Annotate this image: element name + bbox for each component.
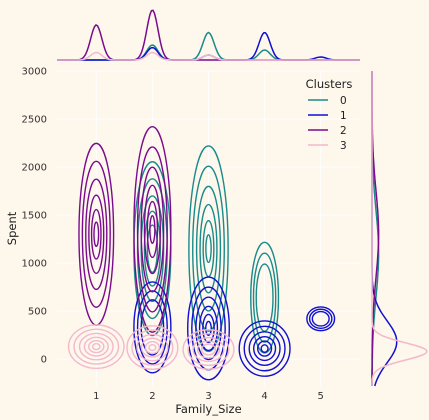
x-tick-label: 5 [318,391,324,402]
contour-cluster-0 [199,203,218,294]
contour-cluster-1 [187,276,230,381]
contour-cluster-1 [133,281,172,374]
contour-cluster-3 [196,340,221,359]
main-plot [57,70,360,386]
y-tick-label: 3000 [22,67,47,78]
contour-cluster-2 [90,208,102,260]
contour-cluster-2 [149,214,156,244]
marginal-x-cluster-2 [57,9,360,61]
contour-cluster-2 [136,146,168,313]
contour-cluster-1 [253,335,277,362]
x-axis-ticks: 1 2 3 4 5 [93,391,324,402]
legend-label-0: 0 [340,95,347,107]
contour-cluster-2 [143,184,162,275]
contour-cluster-1 [238,320,291,377]
contour-cluster-1 [257,340,273,357]
contour-cluster-0 [143,210,162,287]
contour-cluster-1 [308,308,333,329]
top-marginal-density [57,9,360,61]
marginal-y-cluster-3 [371,71,428,386]
x-tick-label: 4 [261,391,267,402]
legend-title: Clusters [306,77,353,91]
y-tick-label: 0 [41,355,47,366]
contour-cluster-3 [131,329,174,366]
contour-cluster-3 [78,332,114,361]
x-tick-label: 3 [205,391,211,402]
contour-cluster-1 [260,344,269,353]
contour-cluster-1 [311,310,330,327]
contour-cluster-3 [187,332,230,367]
contour-cluster-1 [243,325,286,372]
contour-cluster-3 [140,337,164,358]
contour-cluster-3 [148,343,157,352]
contour-cluster-0 [192,165,225,332]
contour-cluster-3 [91,343,101,351]
contour-cluster-3 [192,336,225,363]
legend: Clusters 0 1 2 3 [306,77,353,152]
contour-cluster-3 [83,336,109,357]
contour-cluster-0 [205,234,212,264]
contour-cluster-2 [146,200,159,259]
contour-cluster-3 [126,325,179,371]
x-axis-label: Family_Size [175,402,241,416]
contour-cluster-2 [85,178,108,291]
legend-label-1: 1 [340,110,347,122]
legend-label-3: 3 [340,140,347,152]
y-axis-ticks: 0 500 1000 1500 2000 2500 3000 [22,67,47,366]
right-marginal-density [371,71,428,387]
contour-cluster-2 [133,126,172,333]
contour-cluster-3 [88,340,105,354]
contour-cluster-3 [144,340,160,355]
contour-cluster-1 [136,290,168,365]
contour-cluster-1 [205,320,212,336]
contour-cluster-2 [140,166,165,293]
contour-cluster-1 [306,306,336,332]
contour-cluster-2 [93,221,100,248]
legend-label-2: 2 [340,125,347,137]
contour-cluster-0 [252,252,277,343]
contour-cluster-3 [182,329,235,370]
contours [67,126,336,381]
contour-cluster-0 [188,145,229,353]
contour-cluster-1 [202,313,215,344]
y-tick-label: 2000 [22,163,47,174]
contour-cluster-3 [73,328,120,365]
contour-cluster-3 [136,333,169,362]
contour-cluster-1 [198,305,219,352]
contour-cluster-0 [195,185,222,312]
contour-cluster-2 [88,194,105,274]
contour-cluster-0 [250,241,280,354]
y-tick-label: 2500 [22,115,47,126]
contour-cluster-2 [81,160,111,308]
y-tick-label: 1000 [22,259,47,270]
x-tick-label: 1 [93,391,99,402]
contour-cluster-1 [195,296,222,361]
contour-cluster-3 [200,343,217,356]
x-tick-label: 2 [149,391,155,402]
y-tick-label: 1500 [22,211,47,222]
contour-cluster-1 [248,331,281,367]
contour-cluster-0 [146,224,159,274]
y-axis-label: Spent [5,211,19,245]
y-tick-label: 500 [28,307,47,318]
contour-cluster-3 [67,324,125,370]
marginal-x-cluster-3 [57,51,360,61]
